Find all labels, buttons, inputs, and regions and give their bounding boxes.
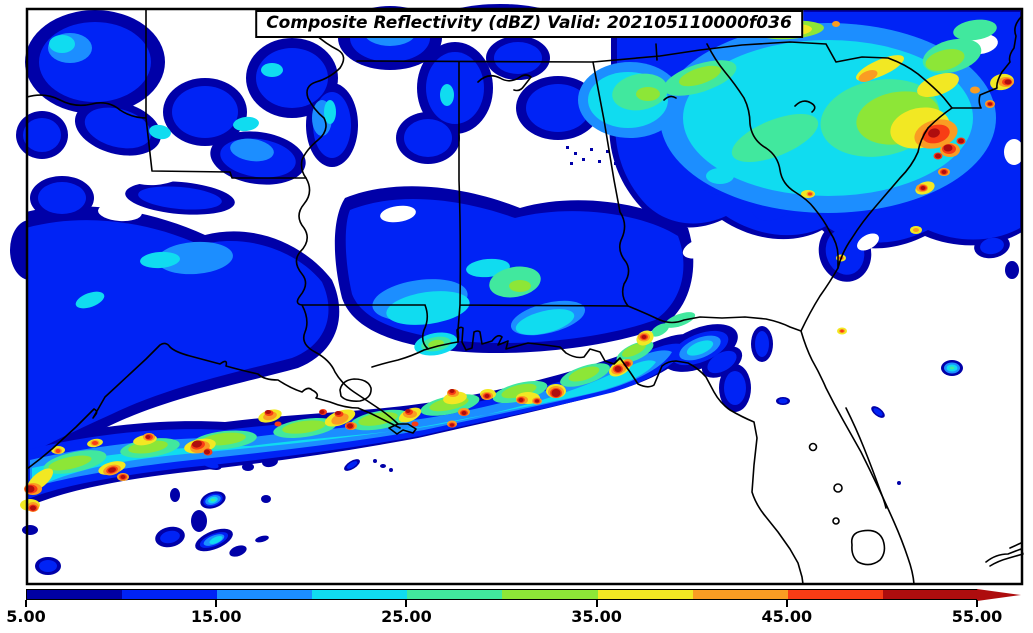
- colorbar-tick-45.00: [785, 600, 788, 607]
- border-ms-al: [457, 61, 629, 343]
- lake-squiggle-sc: [663, 95, 677, 101]
- colorbar-tick-label: 25.00: [381, 607, 432, 626]
- colorbar-tick-label: 15.00: [190, 607, 242, 626]
- colorbar-tick-label: 55.00: [951, 607, 1003, 626]
- lake-squiggle-ga: [794, 100, 816, 113]
- border-la-ms-31n: [301, 304, 429, 350]
- florida-lake-3: [832, 517, 840, 525]
- colorbar-segment-5-10: [27, 590, 123, 599]
- colorbar-tick-label: 5.00: [6, 607, 46, 626]
- border-ga-nc-sc: [592, 41, 953, 109]
- colorbar-tick-25.00: [405, 600, 408, 607]
- border-ga-sc-savannah-river: [706, 43, 839, 269]
- lake-pontchartrain: [339, 378, 372, 402]
- tennessee-river: [477, 74, 532, 92]
- state-borders: [26, 8, 1024, 585]
- border-ok-ar-tx: [26, 8, 307, 179]
- map-title-box: Composite Reflectivity (dBZ) Valid: 2021…: [255, 10, 803, 38]
- atlantic-coastline: [800, 15, 1023, 585]
- colorbar-segment-40-45: [692, 590, 788, 599]
- map-title: Composite Reflectivity (dBZ) Valid: 2021…: [266, 13, 792, 33]
- gulf-coastline-ms-fl: [371, 326, 804, 585]
- colorbar-segment-30-35: [502, 590, 598, 599]
- florida-lake-2: [833, 483, 843, 493]
- colorbar-tick-35.00: [595, 600, 598, 607]
- colorbar: [26, 589, 978, 600]
- colorbar-segment-15-20: [217, 590, 313, 599]
- colorbar-segment-10-15: [122, 590, 218, 599]
- gulf-coastline-tx-la: [26, 342, 401, 470]
- colorbar-tick-5.00: [25, 600, 27, 607]
- radar-field: [10, 4, 1024, 575]
- florida-lake-1: [808, 442, 818, 452]
- map-frame: [25, 7, 1024, 586]
- mississippi-delta: [388, 423, 417, 435]
- colorbar-tick-label: 45.00: [761, 607, 813, 626]
- mississippi-river: [295, 8, 399, 425]
- border-fl-ga: [627, 305, 802, 332]
- florida-lagoon-line: [845, 407, 887, 509]
- colorbar-tick-55.00: [976, 600, 978, 607]
- border-tn-ms-al: [356, 60, 594, 63]
- border-al-ga-chattahoochee: [592, 61, 630, 307]
- colorbar-segment-25-30: [407, 590, 503, 599]
- colorbar-tick-label: 35.00: [571, 607, 622, 626]
- colorbar-segment-35-40: [597, 590, 693, 599]
- colorbar-segment-20-25: [312, 590, 408, 599]
- colorbar-tick-15.00: [215, 600, 218, 607]
- colorbar-segment-45-50: [787, 590, 883, 599]
- lake-okeechobee: [850, 529, 886, 566]
- colorbar-segment-50-55: [882, 590, 978, 599]
- colorbar-arrow: [977, 589, 1021, 601]
